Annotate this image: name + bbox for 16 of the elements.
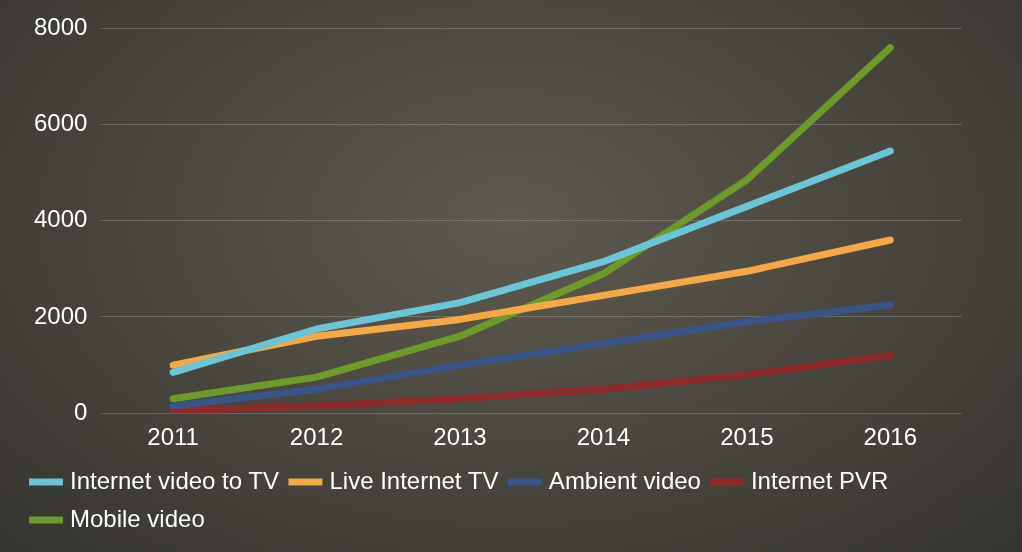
x-tick-label: 2014: [576, 423, 631, 451]
legend-label: Internet PVR: [750, 466, 889, 494]
y-tick-label: 4000: [34, 205, 88, 233]
y-tick-label: 8000: [34, 13, 88, 41]
x-tick-label: 2016: [863, 423, 917, 451]
legend-label: Internet video to TV: [70, 466, 280, 494]
y-tick-label: 0: [74, 397, 88, 425]
y-tick-label: 2000: [34, 301, 88, 329]
x-tick-label: 2012: [289, 423, 344, 451]
legend-label: Ambient video: [548, 466, 701, 494]
x-tick-label: 2011: [147, 423, 199, 451]
legend-label: Live Internet TV: [329, 466, 499, 494]
y-tick-label: 6000: [34, 109, 88, 137]
x-tick-label: 2013: [433, 423, 487, 451]
legend-label: Mobile video: [70, 504, 205, 532]
x-tick-label: 2015: [720, 423, 774, 451]
